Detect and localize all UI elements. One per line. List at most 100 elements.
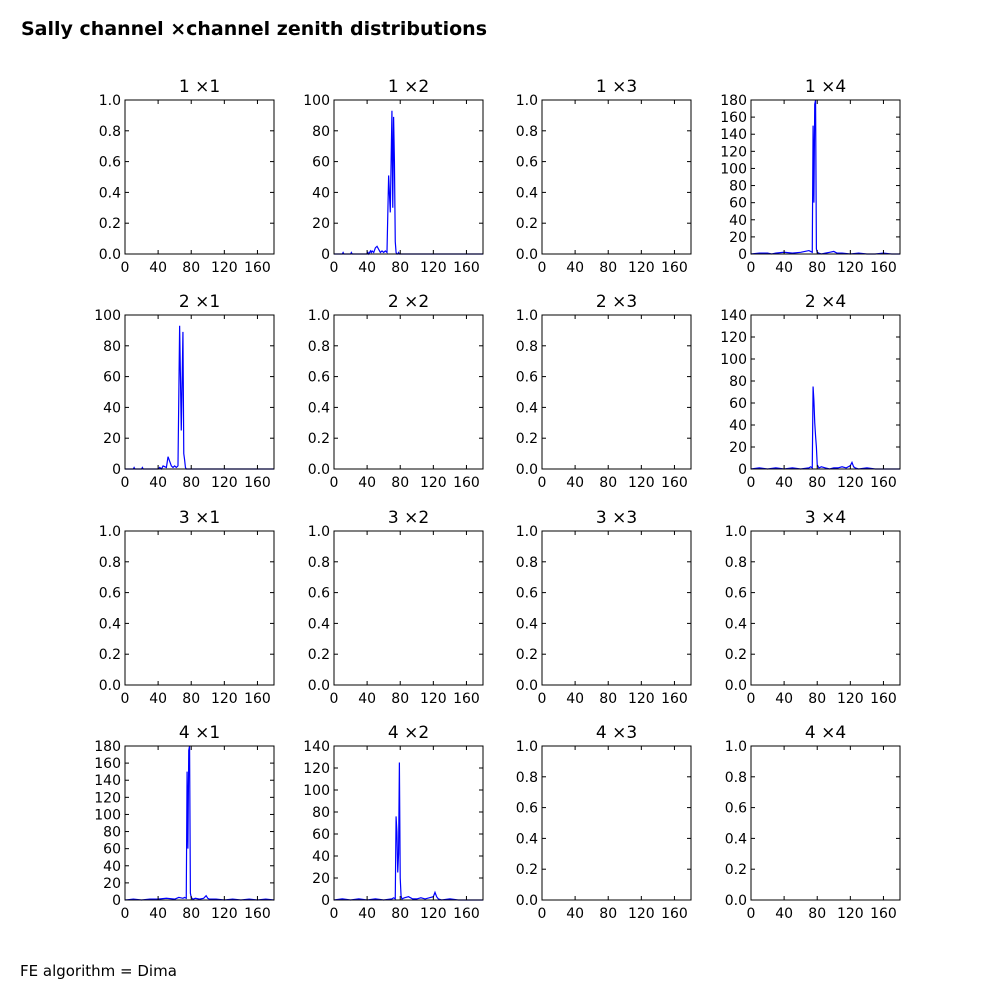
x-tick-label: 40 — [358, 906, 376, 922]
y-tick-label: 20 — [729, 440, 747, 456]
y-tick-label: 100 — [720, 161, 747, 177]
y-tick-label: 0.0 — [308, 678, 330, 694]
y-tick-label: 20 — [312, 216, 330, 232]
y-tick-label: 60 — [103, 842, 121, 858]
axes-frame — [124, 99, 275, 255]
y-tick-label: 0.8 — [516, 770, 538, 786]
axes-frame — [333, 745, 484, 901]
x-tick-label: 0 — [330, 906, 339, 922]
figure-title: Sally channel ×channel zenith distributi… — [21, 18, 488, 40]
y-tick-label: 0.2 — [308, 647, 330, 663]
y-tick-label: 100 — [720, 352, 747, 368]
y-tick-label: 60 — [729, 196, 747, 212]
y-tick-label: 0.2 — [308, 431, 330, 447]
x-tick-label: 80 — [599, 691, 617, 707]
y-tick-label: 1.0 — [516, 308, 538, 324]
x-tick-label: 40 — [775, 260, 793, 276]
y-tick-label: 40 — [729, 213, 747, 229]
subplot-15: 4 ×3 0 40 80 120 160 0.0 0.2 0.4 0.6 0.8 1.0 — [516, 723, 692, 922]
x-tick-label: 160 — [661, 691, 688, 707]
y-tick-label: 0.8 — [308, 555, 330, 571]
y-tick-label: 100 — [94, 308, 121, 324]
y-tick-label: 0.2 — [516, 431, 538, 447]
axes-frame — [750, 99, 901, 255]
x-tick-label: 80 — [599, 475, 617, 491]
x-tick-label: 40 — [566, 906, 584, 922]
x-tick-label: 80 — [808, 691, 826, 707]
y-tick-label: 0.0 — [725, 678, 747, 694]
subplot-title: 2 ×1 — [179, 292, 220, 312]
y-tick-label: 1.0 — [99, 524, 121, 540]
axes-frame — [750, 745, 901, 901]
y-tick-label: 40 — [103, 859, 121, 875]
y-tick-label: 0 — [738, 247, 747, 263]
x-tick-label: 40 — [775, 691, 793, 707]
x-tick-label: 40 — [358, 260, 376, 276]
x-tick-label: 160 — [661, 475, 688, 491]
subplot-title: 2 ×4 — [805, 292, 846, 312]
x-tick-label: 40 — [149, 260, 167, 276]
x-tick-label: 160 — [870, 260, 897, 276]
x-tick-label: 0 — [330, 475, 339, 491]
y-tick-label: 80 — [312, 805, 330, 821]
subplot-14: 4 ×2 0 40 80 120 160 0 20 40 60 80 100 120 140 — [303, 723, 484, 922]
subplot-16: 4 ×4 0 40 80 120 160 0.0 0.2 0.4 0.6 0.8 1.0 — [725, 723, 901, 922]
y-tick-label: 0.2 — [99, 216, 121, 232]
y-tick-label: 60 — [729, 396, 747, 412]
y-tick-label: 0.4 — [516, 400, 538, 416]
y-tick-label: 20 — [103, 431, 121, 447]
y-tick-label: 1.0 — [308, 308, 330, 324]
subplot-5: 2 ×1 0 40 80 120 160 0 20 40 60 80 100 — [94, 292, 275, 491]
y-tick-label: 100 — [303, 93, 330, 109]
y-tick-label: 0.4 — [308, 616, 330, 632]
x-tick-label: 40 — [149, 691, 167, 707]
subplot-7: 2 ×3 0 40 80 120 160 0.0 0.2 0.4 0.6 0.8 1.0 — [516, 292, 692, 491]
y-tick-label: 120 — [303, 761, 330, 777]
x-tick-label: 40 — [149, 475, 167, 491]
y-tick-label: 80 — [103, 825, 121, 841]
y-tick-label: 1.0 — [516, 739, 538, 755]
y-tick-label: 1.0 — [99, 93, 121, 109]
y-tick-label: 1.0 — [308, 524, 330, 540]
x-tick-label: 0 — [747, 906, 756, 922]
x-tick-label: 80 — [808, 906, 826, 922]
y-tick-label: 0.6 — [516, 586, 538, 602]
x-tick-label: 40 — [566, 691, 584, 707]
subplot-11: 3 ×3 0 40 80 120 160 0.0 0.2 0.4 0.6 0.8 1.0 — [516, 508, 692, 707]
y-tick-label: 0.8 — [516, 555, 538, 571]
series-line — [333, 762, 483, 901]
y-tick-label: 120 — [720, 330, 747, 346]
x-tick-label: 0 — [747, 475, 756, 491]
x-tick-label: 160 — [661, 906, 688, 922]
y-tick-label: 40 — [729, 418, 747, 434]
y-tick-label: 0.6 — [99, 155, 121, 171]
x-tick-label: 120 — [211, 691, 238, 707]
y-tick-label: 40 — [103, 400, 121, 416]
subplot-title: 2 ×2 — [388, 292, 429, 312]
subplot-title: 2 ×3 — [596, 292, 637, 312]
x-tick-label: 80 — [808, 260, 826, 276]
y-tick-label: 0.4 — [308, 400, 330, 416]
x-tick-label: 120 — [420, 260, 447, 276]
y-tick-label: 0.4 — [516, 831, 538, 847]
y-tick-label: 0.6 — [308, 370, 330, 386]
y-tick-label: 0.4 — [99, 185, 121, 201]
y-tick-label: 0.0 — [516, 893, 538, 909]
y-tick-label: 140 — [303, 739, 330, 755]
y-tick-label: 60 — [103, 370, 121, 386]
y-tick-label: 0 — [738, 462, 747, 478]
x-tick-label: 160 — [244, 260, 271, 276]
y-tick-label: 0.2 — [516, 216, 538, 232]
subplot-3: 1 ×3 0 40 80 120 160 0.0 0.2 0.4 0.6 0.8 1.0 — [516, 77, 692, 276]
y-tick-label: 100 — [303, 783, 330, 799]
y-tick-label: 0.6 — [516, 801, 538, 817]
x-tick-label: 120 — [420, 906, 447, 922]
x-tick-label: 120 — [837, 260, 864, 276]
y-tick-label: 80 — [103, 339, 121, 355]
x-tick-label: 0 — [121, 475, 130, 491]
y-tick-label: 0.0 — [308, 462, 330, 478]
x-tick-label: 80 — [599, 260, 617, 276]
axes-frame — [541, 314, 692, 470]
